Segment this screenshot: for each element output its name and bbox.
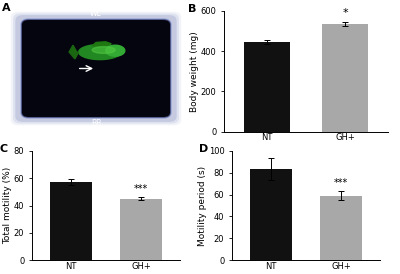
Bar <box>50 182 92 260</box>
Y-axis label: Total motility (%): Total motility (%) <box>3 167 12 244</box>
Text: WL: WL <box>90 9 102 18</box>
FancyBboxPatch shape <box>15 15 177 122</box>
Text: D: D <box>200 144 209 154</box>
Bar <box>120 199 162 260</box>
FancyBboxPatch shape <box>13 13 179 124</box>
Text: ***: *** <box>334 178 348 188</box>
Polygon shape <box>92 42 111 46</box>
Bar <box>250 169 292 260</box>
Y-axis label: Body weight (mg): Body weight (mg) <box>190 31 199 112</box>
Polygon shape <box>106 45 125 56</box>
Y-axis label: Motility period (s): Motility period (s) <box>198 165 207 246</box>
Polygon shape <box>92 47 115 53</box>
Polygon shape <box>69 45 79 59</box>
Text: C: C <box>0 144 8 154</box>
Text: *: * <box>342 8 348 18</box>
Text: ***: *** <box>134 184 148 194</box>
Bar <box>244 42 290 132</box>
Text: BB: BB <box>91 119 101 128</box>
Bar <box>322 24 368 132</box>
FancyBboxPatch shape <box>11 12 181 125</box>
Polygon shape <box>79 45 121 59</box>
Bar <box>320 196 362 260</box>
Text: B: B <box>188 4 196 14</box>
Text: A: A <box>2 3 10 13</box>
FancyBboxPatch shape <box>21 19 171 118</box>
